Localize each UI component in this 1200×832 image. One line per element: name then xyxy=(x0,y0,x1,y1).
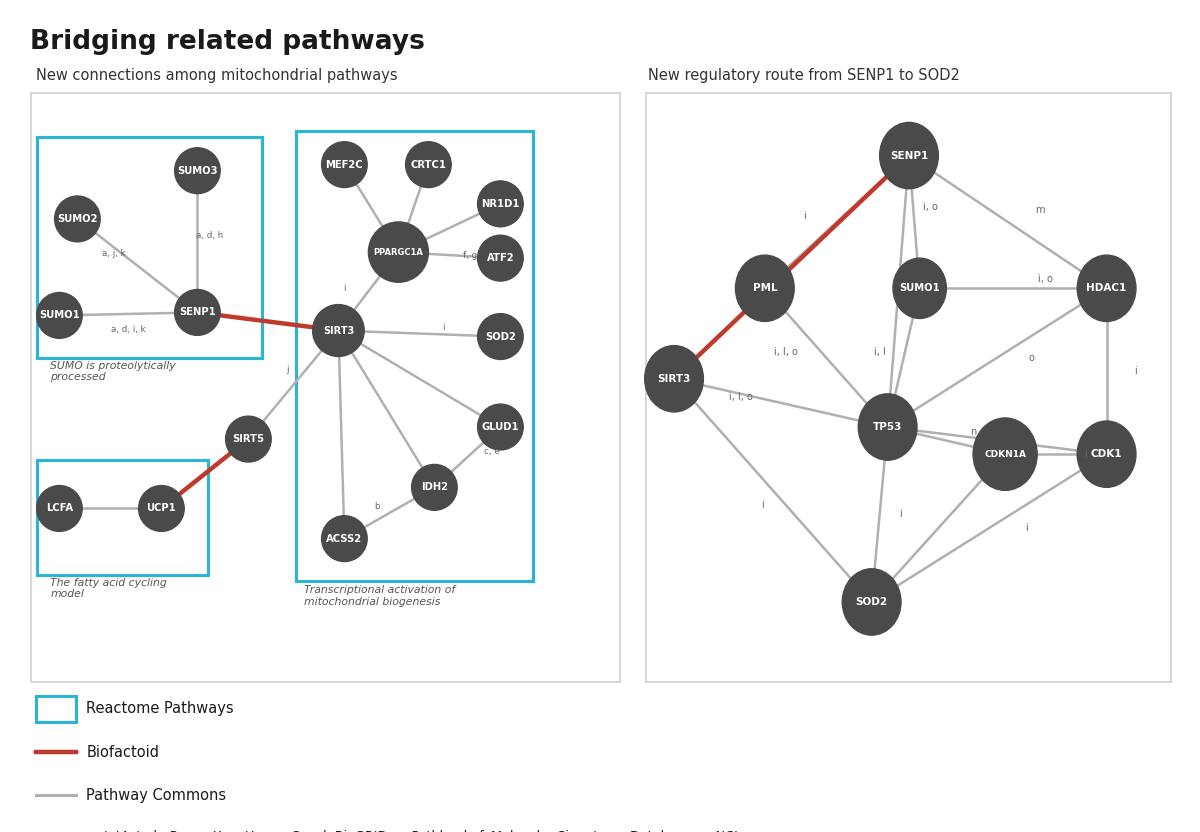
Text: i: i xyxy=(1084,449,1086,459)
Text: Bridging related pathways: Bridging related pathways xyxy=(30,29,425,55)
Circle shape xyxy=(226,416,271,462)
Circle shape xyxy=(893,258,947,319)
Circle shape xyxy=(1078,421,1136,488)
Circle shape xyxy=(406,141,451,187)
Text: PPARGC1A: PPARGC1A xyxy=(373,248,424,256)
Circle shape xyxy=(36,486,82,532)
Text: a, d, h: a, d, h xyxy=(196,231,223,240)
Text: c, e: c, e xyxy=(484,447,499,456)
Text: i: i xyxy=(761,500,763,511)
Circle shape xyxy=(322,516,367,562)
FancyBboxPatch shape xyxy=(31,93,620,681)
Text: a. IntAct,  b. Recon X, c. HumanCyc d. BioGRID, e. Pathbank, f. Molecular Signat: a. IntAct, b. Recon X, c. HumanCyc d. Bi… xyxy=(88,830,749,832)
Text: GLUD1: GLUD1 xyxy=(481,422,520,432)
Circle shape xyxy=(478,404,523,450)
Text: m: m xyxy=(1036,205,1044,215)
Text: i, l: i, l xyxy=(874,347,886,357)
Circle shape xyxy=(139,486,185,532)
Text: SENP1: SENP1 xyxy=(179,307,216,318)
Circle shape xyxy=(174,290,221,335)
FancyBboxPatch shape xyxy=(296,131,533,581)
Text: Transcriptional activation of
mitochondrial biogenesis: Transcriptional activation of mitochondr… xyxy=(304,585,455,607)
Text: i: i xyxy=(804,210,806,221)
Circle shape xyxy=(736,255,794,321)
Text: f, g: f, g xyxy=(463,250,478,260)
Text: CDK1: CDK1 xyxy=(1091,449,1122,459)
Text: SOD2: SOD2 xyxy=(856,597,888,607)
Text: i: i xyxy=(442,323,445,332)
Text: HDAC1: HDAC1 xyxy=(1086,283,1127,294)
Circle shape xyxy=(412,464,457,510)
Circle shape xyxy=(858,394,917,460)
Circle shape xyxy=(478,181,523,227)
Text: LCFA: LCFA xyxy=(46,503,73,513)
FancyBboxPatch shape xyxy=(37,460,209,575)
Text: i: i xyxy=(900,509,902,519)
Circle shape xyxy=(312,305,365,356)
Circle shape xyxy=(368,222,428,282)
FancyBboxPatch shape xyxy=(37,137,262,358)
Text: b: b xyxy=(374,503,380,512)
Text: SUMO is proteolytically
processed: SUMO is proteolytically processed xyxy=(50,361,176,382)
Text: o: o xyxy=(1028,353,1034,363)
Text: i, o: i, o xyxy=(923,202,937,212)
Text: IDH2: IDH2 xyxy=(421,483,448,493)
Circle shape xyxy=(842,569,901,635)
Text: New regulatory route from SENP1 to SOD2: New regulatory route from SENP1 to SOD2 xyxy=(648,68,960,83)
Text: Biofactoid: Biofactoid xyxy=(86,745,160,760)
Circle shape xyxy=(322,141,367,187)
Text: CRTC1: CRTC1 xyxy=(410,160,446,170)
Text: a, d, i, k: a, d, i, k xyxy=(112,324,145,334)
Text: ATF2: ATF2 xyxy=(486,253,515,263)
Text: i, l, o: i, l, o xyxy=(774,347,798,357)
Text: NR1D1: NR1D1 xyxy=(481,199,520,209)
Text: i, l, o: i, l, o xyxy=(728,392,752,402)
FancyBboxPatch shape xyxy=(647,93,1171,681)
Text: TP53: TP53 xyxy=(872,422,902,432)
Circle shape xyxy=(36,293,82,339)
Text: j: j xyxy=(286,365,289,374)
Circle shape xyxy=(644,345,703,412)
Text: MEF2C: MEF2C xyxy=(325,160,364,170)
Text: UCP1: UCP1 xyxy=(146,503,176,513)
Text: i: i xyxy=(1134,366,1138,376)
Text: Pathway Commons: Pathway Commons xyxy=(86,788,227,803)
Circle shape xyxy=(174,148,221,194)
Text: SIRT3: SIRT3 xyxy=(323,325,354,335)
Text: SIRT5: SIRT5 xyxy=(233,434,264,444)
Text: SENP1: SENP1 xyxy=(890,151,928,161)
Text: i, o: i, o xyxy=(1038,275,1052,285)
Text: i: i xyxy=(1025,523,1028,533)
Text: ACSS2: ACSS2 xyxy=(326,533,362,543)
Circle shape xyxy=(478,314,523,359)
Circle shape xyxy=(478,235,523,281)
Text: PML: PML xyxy=(752,283,778,294)
Text: SIRT3: SIRT3 xyxy=(658,374,691,384)
Circle shape xyxy=(1078,255,1136,321)
Text: n: n xyxy=(970,427,977,437)
Text: Reactome Pathways: Reactome Pathways xyxy=(86,701,234,716)
Text: SUMO3: SUMO3 xyxy=(178,166,217,176)
Circle shape xyxy=(880,122,938,189)
Circle shape xyxy=(55,196,101,242)
Text: i: i xyxy=(343,284,346,293)
Text: a, j, k: a, j, k xyxy=(102,249,125,258)
Text: New connections among mitochondrial pathways: New connections among mitochondrial path… xyxy=(36,68,397,83)
Text: SOD2: SOD2 xyxy=(485,331,516,342)
Text: SUMO2: SUMO2 xyxy=(58,214,97,224)
Text: SUMO1: SUMO1 xyxy=(899,283,940,294)
Text: The fatty acid cycling
model: The fatty acid cycling model xyxy=(50,577,167,599)
Text: SUMO1: SUMO1 xyxy=(40,310,79,320)
Circle shape xyxy=(973,418,1037,490)
Text: CDKN1A: CDKN1A xyxy=(984,449,1026,458)
